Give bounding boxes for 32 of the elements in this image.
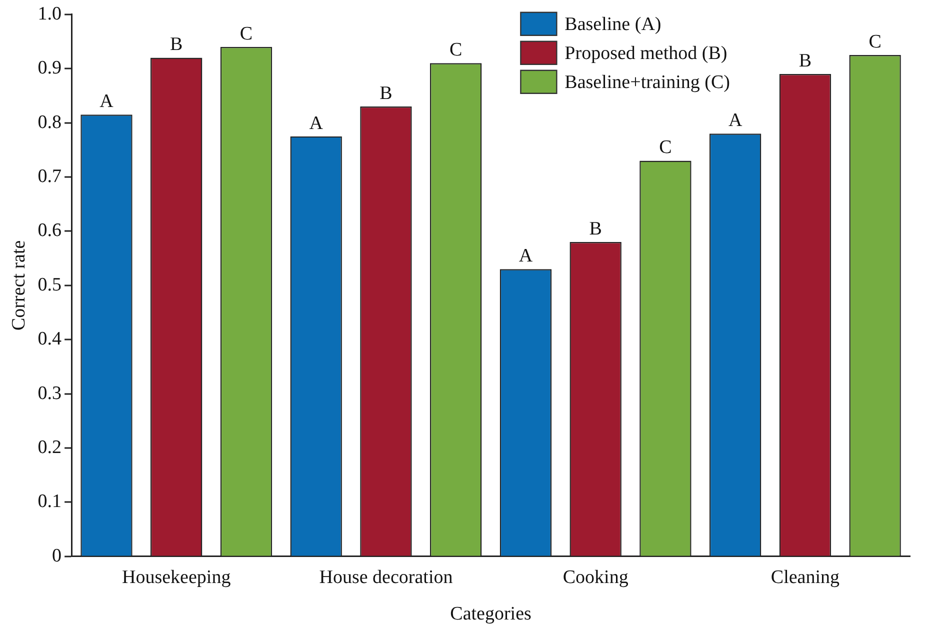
data-label: B <box>170 34 183 56</box>
y-axis-title: Correct rate <box>8 240 30 330</box>
x-tick-label: House decoration <box>319 566 454 588</box>
y-tick-label: 1.0 <box>38 3 62 24</box>
y-tick-label: 0.5 <box>38 274 62 296</box>
legend-label: Proposed method (B) <box>564 42 728 64</box>
data-label: B <box>589 218 602 240</box>
x-tick-label: Cleaning <box>770 566 840 588</box>
legend-label: Baseline+training (C) <box>564 72 730 93</box>
y-tick-label: 0 <box>52 545 62 566</box>
data-label: A <box>728 110 742 132</box>
y-tick-label: 0.4 <box>38 328 62 350</box>
y-tick-label: 0.1 <box>38 491 62 512</box>
data-label: A <box>309 112 324 134</box>
data-label: C <box>449 40 462 61</box>
data-label: C <box>659 137 672 158</box>
x-axis-title: Categories <box>450 604 532 625</box>
y-tick-label: 0.3 <box>38 382 62 404</box>
y-tick-label: 0.8 <box>38 112 62 133</box>
data-label: C <box>240 23 253 44</box>
y-tick-label: 0.7 <box>38 166 62 187</box>
data-label: A <box>100 91 114 112</box>
data-label: B <box>380 83 392 104</box>
x-tick-label: Housekeeping <box>122 566 232 588</box>
data-label: B <box>798 50 812 72</box>
y-tick-label: 0.2 <box>38 436 62 458</box>
y-tick-label: 0.9 <box>38 58 62 79</box>
y-tick-label: 0.6 <box>38 220 62 242</box>
data-label: C <box>868 32 882 53</box>
data-label: A <box>518 246 533 267</box>
legend-label: Baseline (A) <box>564 14 662 35</box>
x-tick-label: Cooking <box>562 566 629 588</box>
